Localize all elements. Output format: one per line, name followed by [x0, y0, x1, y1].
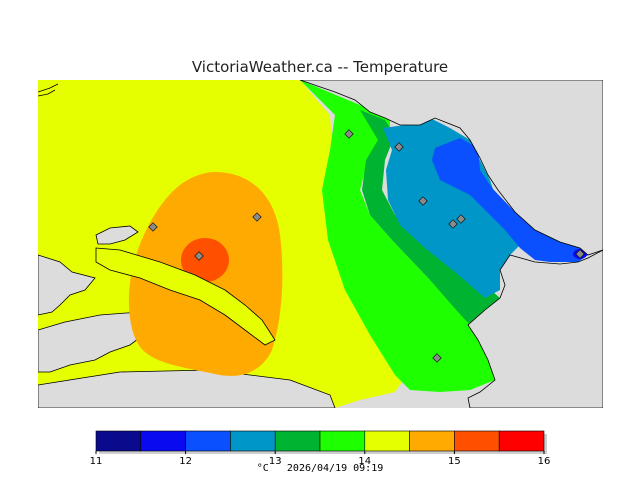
station-marker[interactable]	[148, 222, 158, 232]
contour-dark-green	[360, 110, 500, 325]
contour-cyan	[383, 118, 525, 298]
land-northeast	[299, 80, 603, 256]
station-marker[interactable]	[394, 142, 404, 152]
legend-swatch	[319, 430, 366, 452]
legend-swatch	[454, 430, 500, 452]
legend-swatch	[274, 430, 321, 452]
station-marker[interactable]	[344, 129, 354, 139]
legend-tick-label: 14	[358, 456, 371, 467]
station-marker[interactable]	[432, 353, 442, 363]
contour-green	[300, 80, 495, 392]
land-southwest	[38, 254, 96, 316]
legend-swatch	[409, 430, 455, 452]
timestamp: 2026/04/19 09:19	[286, 463, 384, 474]
coastline-northwest	[38, 83, 59, 97]
station-marker[interactable]	[575, 249, 585, 259]
land-small-island	[95, 225, 139, 245]
channel-water	[95, 247, 276, 346]
land-south-island	[38, 311, 151, 373]
land-east-lower	[467, 249, 603, 408]
legend-caption: °C 2026/04/19 09:19	[0, 463, 640, 474]
legend-tick-label: 16	[538, 456, 551, 467]
legend-swatch	[185, 430, 231, 452]
contour-red-orange	[181, 238, 229, 282]
contour-blue	[432, 138, 588, 262]
legend-swatch	[95, 430, 142, 452]
legend-tick-label: 12	[179, 456, 192, 467]
legend-tick-label: 15	[448, 456, 461, 467]
weather-stations	[148, 129, 585, 363]
legend-swatch	[140, 430, 186, 452]
station-marker[interactable]	[418, 196, 428, 206]
map-title: VictoriaWeather.ca -- Temperature	[191, 58, 449, 76]
station-marker[interactable]	[194, 251, 204, 261]
land-south-coast	[38, 369, 336, 408]
station-marker[interactable]	[252, 212, 262, 222]
station-marker[interactable]	[456, 214, 466, 224]
station-marker[interactable]	[448, 219, 458, 229]
unit-label: °C	[256, 463, 269, 474]
legend-tick-label: 11	[90, 456, 103, 467]
legend-swatch	[364, 430, 410, 452]
legend-swatch	[498, 430, 545, 452]
legend-swatch	[230, 430, 276, 452]
legend-tick-label: 13	[269, 456, 282, 467]
